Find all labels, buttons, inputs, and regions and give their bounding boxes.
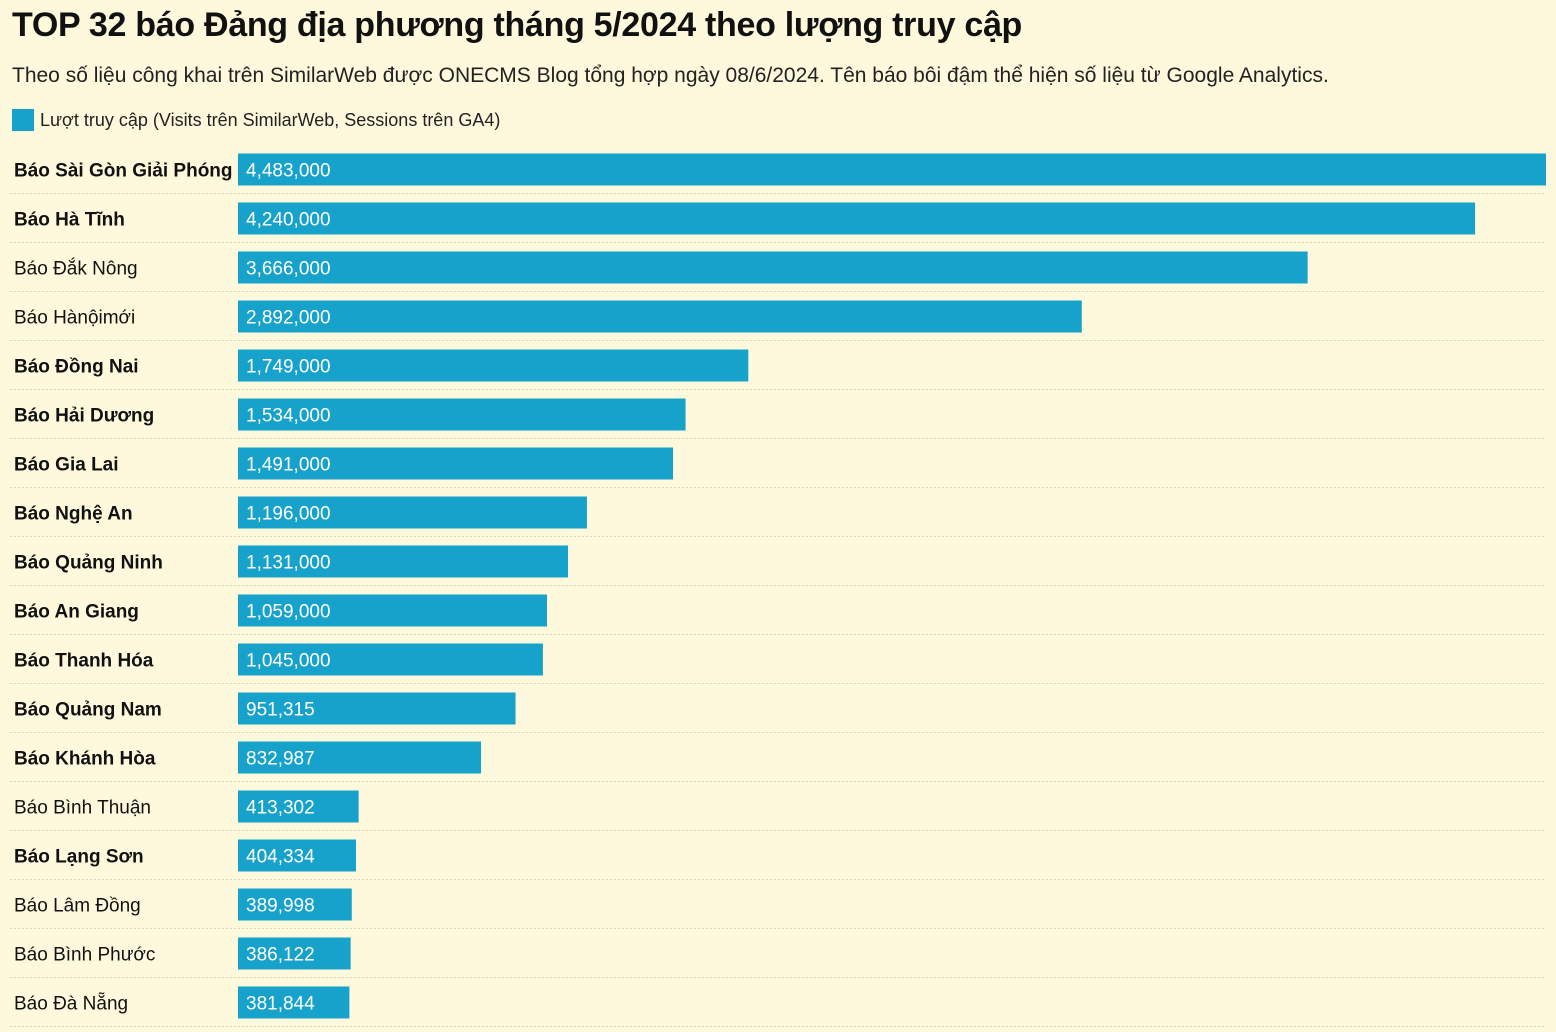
bar-row: Báo Quảng Ninh 1,131,000	[10, 545, 1546, 586]
bar	[238, 839, 356, 872]
category-label: Báo Khánh Hòa	[14, 749, 156, 770]
chart-legend: Lượt truy cập (Visits trên SimilarWeb, S…	[12, 109, 500, 131]
bar-value-label: 2,892,000	[246, 308, 331, 329]
category-label: Báo Thanh Hóa	[14, 651, 154, 672]
bar-row: Báo An Giang 1,059,000	[10, 594, 1546, 635]
category-label: Báo Sài Gòn Giải Phóng	[14, 161, 233, 182]
bar	[238, 986, 350, 1019]
bar	[238, 643, 543, 676]
bar-row: Báo Khánh Hòa 832,987	[10, 741, 1546, 782]
category-label: Báo Đắk Nông	[14, 258, 138, 280]
category-label: Báo Quảng Nam	[14, 700, 162, 721]
bar-value-label: 413,302	[246, 798, 315, 819]
category-label: Báo Nghệ An	[14, 504, 133, 525]
bar-value-label: 389,998	[246, 896, 315, 917]
category-label: Báo Lạng Sơn	[14, 847, 144, 868]
bar	[238, 300, 1082, 333]
category-label: Báo Hải Dương	[14, 406, 154, 427]
bar	[238, 790, 359, 823]
bar	[238, 202, 1476, 235]
bar	[238, 398, 686, 431]
bar-row: Báo Đồng Nai 1,749,000	[10, 349, 1546, 390]
bar-value-label: 1,059,000	[246, 602, 331, 623]
bar-value-label: 832,987	[246, 749, 315, 770]
bar-row: Báo Gia Lai 1,491,000	[10, 447, 1546, 488]
chart-title: TOP 32 báo Đảng địa phương tháng 5/2024 …	[12, 6, 1023, 44]
chart-subtitle: Theo số liệu công khai trên SimilarWeb đ…	[12, 64, 1329, 87]
category-label: Báo Bình Thuận	[14, 798, 151, 819]
bar-row: Báo Lâm Đồng 389,998	[10, 888, 1546, 929]
bar-row: Báo Nghệ An 1,196,000	[10, 496, 1546, 537]
bar-row: Báo Quảng Nam 951,315	[10, 692, 1546, 733]
bar-value-label: 1,749,000	[246, 357, 331, 378]
bar-value-label: 4,240,000	[246, 210, 331, 231]
bar-row: Báo Bình Thuận 413,302	[10, 790, 1546, 831]
bar-value-label: 404,334	[246, 847, 315, 868]
category-label: Báo Lâm Đồng	[14, 896, 141, 917]
bar	[238, 594, 547, 627]
bar	[238, 349, 749, 382]
category-label: Báo Đồng Nai	[14, 357, 139, 378]
category-label: Báo Quảng Ninh	[14, 553, 163, 574]
bar-value-label: 1,196,000	[246, 504, 331, 525]
bar-row: Báo Lạng Sơn 404,334	[10, 839, 1546, 880]
bar-value-label: 386,122	[246, 945, 315, 966]
bar-value-label: 1,045,000	[246, 651, 331, 672]
bar-row: Báo Hà Tĩnh 4,240,000	[10, 202, 1546, 243]
bar	[238, 447, 674, 480]
bar-row: Báo Hải Dương 1,534,000	[10, 398, 1546, 439]
bar	[238, 888, 352, 921]
bar	[238, 692, 516, 725]
bar-row: Báo Thanh Hóa 1,045,000	[10, 643, 1546, 684]
bar	[238, 545, 568, 578]
bar	[238, 153, 1546, 186]
bar	[238, 937, 351, 970]
bar	[238, 741, 482, 774]
category-label: Báo Bình Phước	[14, 945, 155, 966]
category-label: Báo Hànộimới	[14, 308, 135, 329]
bar	[238, 251, 1308, 284]
category-label: Báo Hà Tĩnh	[14, 210, 125, 231]
bar-value-label: 1,131,000	[246, 553, 331, 574]
category-label: Báo Gia Lai	[14, 455, 119, 476]
bar-row: Báo Đắk Nông 3,666,000	[10, 251, 1546, 292]
bar-value-label: 1,491,000	[246, 455, 331, 476]
category-label: Báo An Giang	[14, 602, 139, 623]
legend-swatch	[12, 109, 34, 131]
category-label: Báo Đà Nẵng	[14, 994, 128, 1015]
bar-value-label: 951,315	[246, 700, 315, 721]
bar-row: Báo Hànộimới 2,892,000	[10, 300, 1546, 341]
legend-label: Lượt truy cập (Visits trên SimilarWeb, S…	[40, 109, 501, 130]
bar-row: Báo Bình Phước 386,122	[10, 937, 1546, 978]
bar-row: Báo Sài Gòn Giải Phóng 4,483,000	[10, 153, 1546, 194]
bar-value-label: 1,534,000	[246, 406, 331, 427]
bar-value-label: 4,483,000	[246, 161, 331, 182]
bar	[238, 496, 587, 529]
bar-value-label: 381,844	[246, 994, 315, 1015]
bar-row: Báo Đà Nẵng 381,844	[10, 986, 1546, 1027]
bar-value-label: 3,666,000	[246, 259, 331, 280]
